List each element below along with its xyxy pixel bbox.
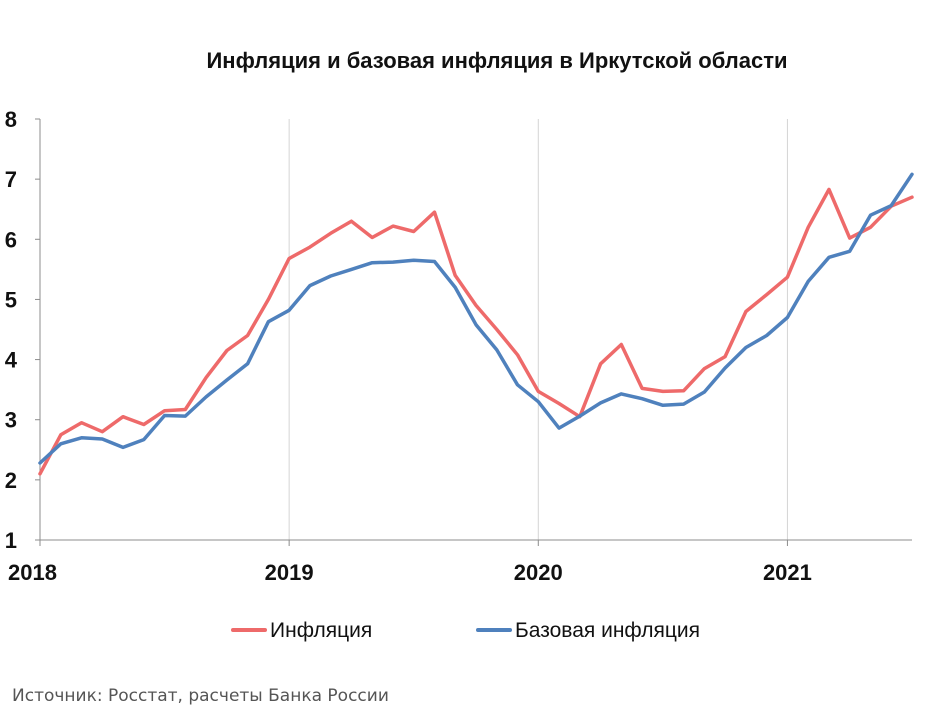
series-line-2 [38, 172, 914, 465]
source-note: Источник: Росстат, расчеты Банка России [12, 686, 389, 706]
y-tick-label-3: 3 [5, 408, 17, 433]
y-axis-tick-labels: 1 2 3 4 5 6 7 8 [5, 107, 18, 553]
x-tick-label-2021: 2021 [763, 560, 812, 585]
y-tick-label-1: 1 [5, 528, 17, 553]
x-tick-label-2019: 2019 [265, 560, 314, 585]
legend: Инфляция Базовая инфляция [231, 619, 700, 642]
y-tick-label-8: 8 [5, 107, 17, 132]
x-axis-tick-labels: 2018 2019 2020 2021 [8, 560, 812, 585]
y-tick-label-7: 7 [5, 167, 17, 192]
grid-lines [288, 119, 788, 540]
y-tick-label-2: 2 [5, 468, 17, 493]
x-tick-label-2020: 2020 [514, 560, 563, 585]
y-tick-label-6: 6 [5, 227, 17, 252]
x-tick-label-2018: 2018 [8, 560, 57, 585]
chart-title: Инфляция и базовая инфляция в Иркутской … [206, 48, 787, 73]
legend-label-2: Базовая инфляция [515, 619, 700, 642]
legend-label-1: Инфляция [270, 619, 372, 642]
y-tick-label-4: 4 [5, 348, 18, 373]
axes [35, 118, 912, 546]
series-lines [38, 172, 914, 476]
series-line-1 [38, 187, 914, 476]
y-tick-label-5: 5 [5, 287, 17, 312]
